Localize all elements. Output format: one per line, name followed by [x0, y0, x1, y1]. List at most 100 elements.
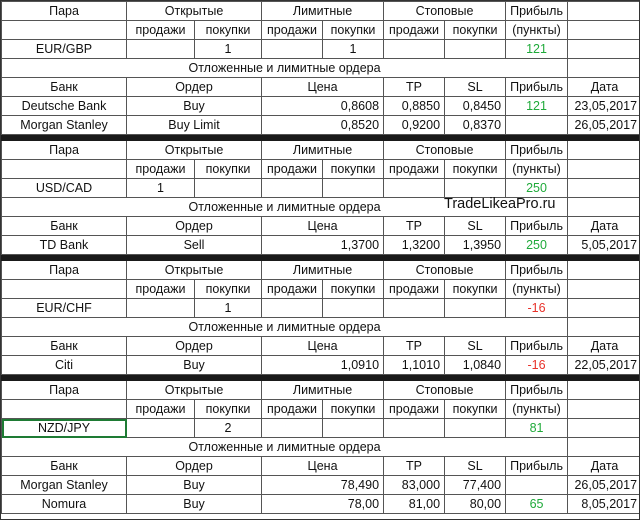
sub-header: продажи — [383, 399, 446, 419]
sub-header: покупки — [444, 20, 507, 40]
cell — [1, 20, 127, 40]
position-cell: 1 — [322, 39, 385, 59]
pair: EUR/CHF — [1, 298, 127, 318]
orders-header: Прибыль — [505, 336, 569, 356]
group-header: Стоповые — [383, 1, 507, 21]
orders-header: Дата — [567, 336, 639, 356]
position-cell — [383, 39, 446, 59]
orders-header: Банк — [1, 336, 127, 356]
order-row: TD Bank Sell 1,3700 1,3200 1,3950 250 5,05,201… — [1, 235, 639, 255]
position-cell — [193, 178, 263, 198]
sub-header: покупки — [193, 159, 263, 179]
orders-header: SL — [444, 456, 507, 476]
orders-header: Банк — [1, 77, 127, 97]
order-cell: Buy — [125, 355, 263, 375]
order-cell: Nomura — [1, 494, 127, 514]
section-text: Отложенные и лимитные ордера — [188, 61, 381, 75]
sub-header: покупки — [193, 20, 263, 40]
sub-header: покупки — [444, 399, 507, 419]
sub-header: продажи — [383, 279, 446, 299]
order-cell: 1,0840 — [444, 355, 507, 375]
order-cell: 83,000 — [383, 475, 446, 495]
orders-header: TP — [383, 216, 446, 236]
cell — [567, 418, 639, 438]
orders-header: Банк — [1, 216, 127, 236]
sub-header: продажи — [261, 20, 324, 40]
group-header: Лимитные — [261, 377, 385, 400]
group-header: Стоповые — [383, 257, 507, 280]
position-cell — [444, 418, 507, 438]
profit-unit: (пункты) — [505, 279, 569, 299]
orders-header: TP — [383, 456, 446, 476]
position-cell — [126, 298, 195, 318]
group-header: Открытые — [125, 257, 263, 280]
sub-header: покупки — [322, 399, 385, 419]
position-cell — [261, 178, 324, 198]
order-cell: 81,00 — [383, 494, 446, 514]
order-cell: 0,8520 — [261, 115, 385, 135]
order-cell: Morgan Stanley — [1, 475, 127, 495]
cell — [567, 39, 639, 59]
profit-unit: (пункты) — [505, 20, 569, 40]
position-profit: -16 — [505, 298, 569, 318]
sub-header: продажи — [383, 159, 446, 179]
sub-header: покупки — [322, 279, 385, 299]
orders-header: TP — [383, 336, 446, 356]
section-row: Отложенные и лимитные ордера — [1, 437, 639, 457]
pair: NZD/JPY — [1, 418, 127, 438]
orders-header: Дата — [567, 216, 639, 236]
cell — [567, 298, 639, 318]
position-cell — [444, 298, 507, 318]
sub-header: покупки — [193, 279, 263, 299]
order-cell: 250 — [505, 235, 569, 255]
sub-header: продажи — [126, 399, 195, 419]
order-cell: 26,05,2017 — [567, 475, 639, 495]
orders-header: Цена — [261, 336, 385, 356]
header-row: Пара Открытые Лимитные Стоповые Прибыль — [1, 377, 639, 400]
position-cell — [322, 178, 385, 198]
orders-header: SL — [444, 77, 507, 97]
order-cell: 26,05,2017 — [567, 115, 639, 135]
group-header: Открытые — [125, 137, 263, 160]
position-cell: 1 — [193, 39, 263, 59]
orders-header: Цена — [261, 77, 385, 97]
group-header: Стоповые — [383, 137, 507, 160]
group-header: Открытые — [125, 377, 263, 400]
cell — [1, 279, 127, 299]
position-cell — [322, 298, 385, 318]
order-cell: 1,1010 — [383, 355, 446, 375]
order-cell: 78,00 — [261, 494, 385, 514]
orders-header: Прибыль — [505, 77, 569, 97]
order-cell: 0,9200 — [383, 115, 446, 135]
order-cell: 78,490 — [261, 475, 385, 495]
order-cell — [505, 115, 569, 135]
subheader-row: продажи покупки продажи покупки продажи покуп… — [1, 399, 639, 419]
subheader-row: продажи покупки продажи покупки продажи покуп… — [1, 159, 639, 179]
header-row: Пара Открытые Лимитные Стоповые Прибыль — [1, 137, 639, 160]
subheader-row: продажи покупки продажи покупки продажи покуп… — [1, 20, 639, 40]
sub-header: продажи — [383, 20, 446, 40]
orders-header: Цена — [261, 456, 385, 476]
cell — [567, 279, 639, 299]
position-cell: 2 — [193, 418, 263, 438]
sub-header: покупки — [193, 399, 263, 419]
position-cell — [383, 298, 446, 318]
order-cell: Deutsche Bank — [1, 96, 127, 116]
profit-header: Прибыль — [505, 377, 569, 400]
cell — [1, 159, 127, 179]
section-title: Отложенные и лимитные ордера — [1, 437, 569, 457]
orders-header: Цена — [261, 216, 385, 236]
position-cell — [383, 178, 446, 198]
section-title: Отложенные и лимитные ордера TradeLikeaPr… — [1, 196, 569, 217]
sub-header: продажи — [126, 20, 195, 40]
pair-header: Пара — [1, 377, 127, 400]
cell — [567, 137, 639, 160]
sub-header: покупки — [444, 159, 507, 179]
section-text: Отложенные и лимитные ордера — [188, 440, 381, 454]
orders-header: Ордер — [125, 77, 263, 97]
section-row: Отложенные и лимитные ордера TradeLikeaPr… — [1, 196, 639, 217]
cell — [1, 399, 127, 419]
orders-header: Ордер — [125, 336, 263, 356]
order-row: Nomura Buy 78,00 81,00 80,00 65 8,05,2017 — [1, 494, 639, 514]
order-row: Citi Buy 1,0910 1,1010 1,0840 -16 22,05,2017 — [1, 355, 639, 375]
